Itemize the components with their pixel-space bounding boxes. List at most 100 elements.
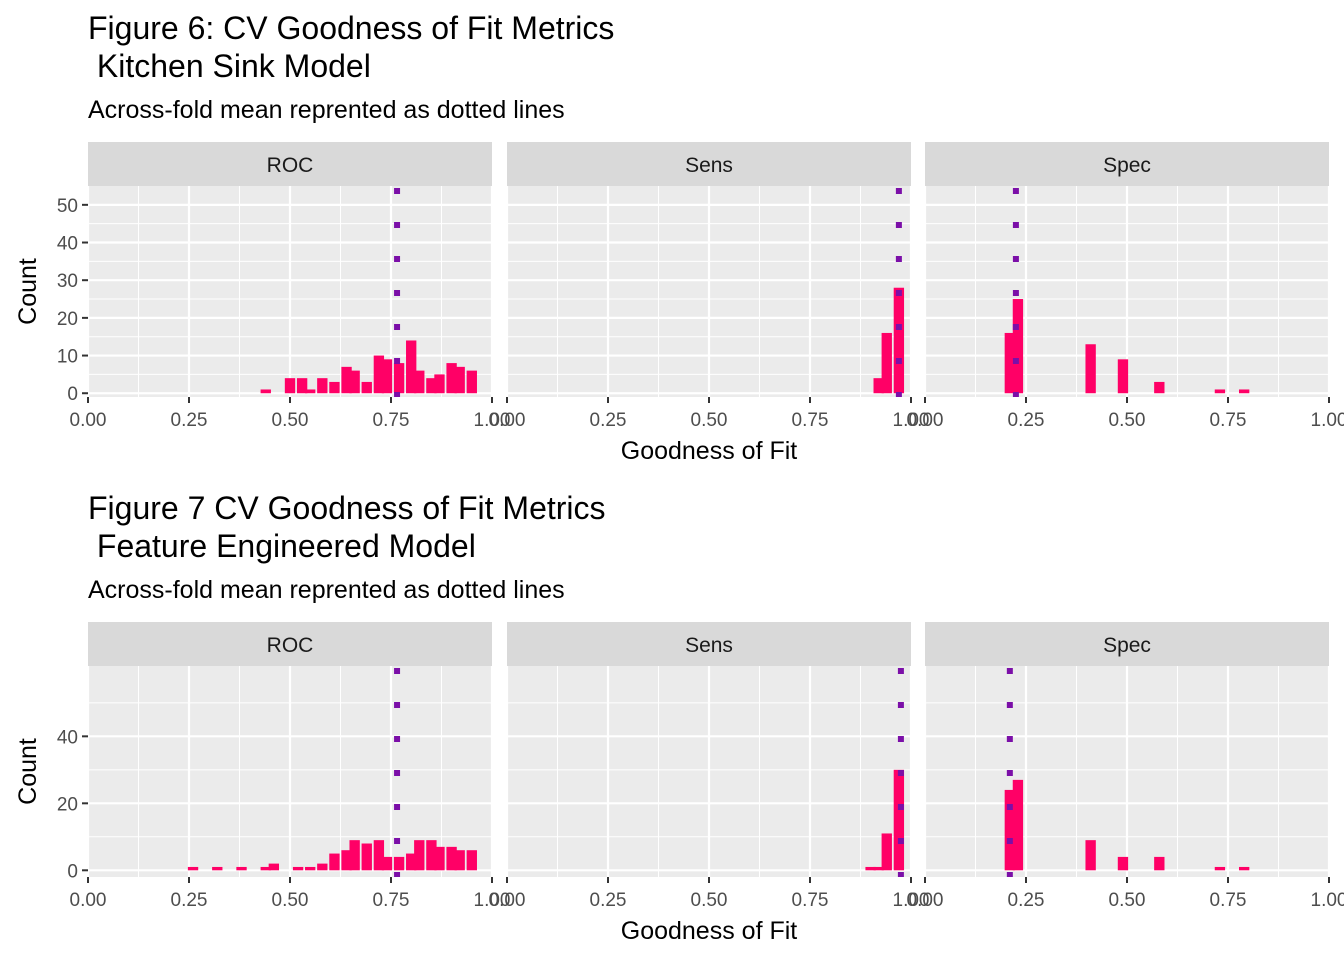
- facet-strip-label: Sens: [685, 634, 733, 657]
- histogram-bar: [893, 769, 905, 871]
- histogram-bar: [305, 389, 316, 394]
- facet-strip-label: Spec: [1103, 154, 1151, 177]
- facet-strip: [88, 142, 492, 186]
- x-tick-label: 0.00: [70, 890, 107, 911]
- x-tick-label: 0.75: [792, 890, 829, 911]
- histogram-bar: [434, 846, 445, 871]
- x-tick-label: 0.75: [792, 410, 829, 431]
- histogram-bar: [373, 355, 385, 394]
- x-tick-label: 1.00: [1311, 410, 1344, 431]
- x-tick-label: 0.50: [1109, 890, 1146, 911]
- x-tick-label: 0.25: [171, 410, 208, 431]
- histogram-facets: ROC 0.00 0.25 0.50 0.75 1.00 0 10 20 30 40 50 Sens 0.…: [14, 142, 1344, 465]
- histogram-bar: [292, 866, 304, 871]
- histogram-bar: [873, 866, 884, 871]
- x-tick-label: 0.00: [70, 410, 107, 431]
- histogram-bar: [341, 366, 352, 394]
- histogram-bar: [349, 840, 360, 871]
- x-tick-label: 1.00: [474, 410, 511, 431]
- histogram-bar: [454, 366, 465, 394]
- facet-strip-label: Spec: [1103, 634, 1151, 657]
- figure-title-line1: Figure 7 CV Goodness of Fit Metrics: [88, 490, 606, 526]
- x-tick-label: 0.75: [373, 890, 410, 911]
- histogram-bar: [893, 287, 905, 394]
- histogram-bar: [466, 850, 477, 871]
- facet-strip: [925, 622, 1329, 666]
- histogram-bar: [426, 840, 437, 871]
- histogram-bar: [1012, 779, 1024, 871]
- histogram-bar: [349, 370, 360, 394]
- histogram-bar: [446, 846, 457, 871]
- y-axis-title: Count: [14, 258, 42, 325]
- y-tick-label: 10: [57, 347, 78, 368]
- y-tick-label: 0: [67, 861, 78, 882]
- histogram-bar: [406, 853, 417, 871]
- histogram-bar: [260, 866, 271, 871]
- facet-panel-spec: Spec 0.00 0.25 0.50 0.75 1.00: [907, 142, 1344, 431]
- histogram-bar: [212, 866, 223, 871]
- y-tick-label: 50: [57, 196, 78, 217]
- histogram-bar: [236, 866, 247, 871]
- figure-title-line2: Feature Engineered Model: [88, 528, 476, 564]
- histogram-bar: [1238, 866, 1250, 871]
- histogram-bar: [296, 378, 308, 394]
- histogram-bar: [1214, 389, 1226, 394]
- histogram-bar: [426, 378, 437, 394]
- x-tick-label: 0.00: [907, 410, 944, 431]
- x-tick-label: 0.25: [590, 410, 627, 431]
- histogram-bar: [881, 332, 892, 394]
- x-tick-label: 1.00: [474, 890, 511, 911]
- histogram-bar: [317, 863, 328, 871]
- x-tick-label: 1.00: [1311, 890, 1344, 911]
- histogram-bar: [406, 340, 417, 394]
- facet-strip-label: ROC: [267, 634, 314, 657]
- facet-panel-sens: Sens 0.00 0.25 0.50 0.75 1.00: [489, 142, 930, 431]
- x-tick-label: 0.25: [171, 890, 208, 911]
- x-tick-label: 0.50: [1109, 410, 1146, 431]
- histogram-bar: [329, 381, 340, 394]
- histogram-bar: [361, 843, 372, 871]
- facet-panel-roc: ROC 0.00 0.25 0.50 0.75 1.00 0 10 20 30 40 50: [57, 142, 511, 431]
- histogram-bar: [373, 840, 385, 871]
- histogram-bar: [414, 840, 425, 871]
- histogram-bar: [1117, 359, 1129, 394]
- x-tick-label: 0.50: [691, 410, 728, 431]
- figure-subtitle: Across-fold mean reprented as dotted lin…: [88, 96, 565, 124]
- figure-title-line2: Kitchen Sink Model: [88, 48, 371, 84]
- facet-strip: [507, 142, 911, 186]
- histogram-bar: [1085, 840, 1096, 871]
- facet-strip-label: ROC: [267, 154, 314, 177]
- x-tick-label: 1.00: [893, 890, 930, 911]
- x-axis-title: Goodness of Fit: [621, 917, 798, 945]
- histogram-bar: [865, 866, 876, 871]
- x-tick-label: 0.75: [1210, 890, 1247, 911]
- histogram-bar: [873, 378, 884, 394]
- x-tick-label: 0.00: [489, 890, 526, 911]
- histogram-bar: [1154, 856, 1165, 871]
- histogram-bar: [1154, 381, 1165, 394]
- y-tick-label: 20: [57, 794, 78, 815]
- x-tick-label: 0.25: [590, 890, 627, 911]
- x-tick-label: 0.50: [691, 890, 728, 911]
- histogram-bar: [1004, 332, 1016, 394]
- histogram-bar: [329, 853, 340, 871]
- x-tick-label: 1.00: [893, 410, 930, 431]
- figure-subtitle: Across-fold mean reprented as dotted lin…: [88, 576, 565, 604]
- y-tick-label: 40: [57, 727, 78, 748]
- histogram-bar: [361, 381, 372, 394]
- histogram-bar: [414, 370, 425, 394]
- histogram-bar: [284, 378, 296, 394]
- y-tick-label: 20: [57, 309, 78, 330]
- y-tick-label: 30: [57, 271, 78, 292]
- histogram-bar: [446, 363, 457, 394]
- histogram-bar: [381, 856, 393, 871]
- x-tick-label: 0.25: [1008, 890, 1045, 911]
- histogram-bar: [1012, 299, 1024, 394]
- histogram-bar: [381, 359, 393, 394]
- histogram-bar: [187, 866, 199, 871]
- facet-panel-spec: Spec 0.00 0.25 0.50 0.75 1.00: [907, 622, 1344, 911]
- facet-strip: [507, 622, 911, 666]
- figure-title-line1: Figure 6: CV Goodness of Fit Metrics: [88, 10, 615, 46]
- y-tick-label: 0: [67, 384, 78, 405]
- x-tick-label: 0.00: [907, 890, 944, 911]
